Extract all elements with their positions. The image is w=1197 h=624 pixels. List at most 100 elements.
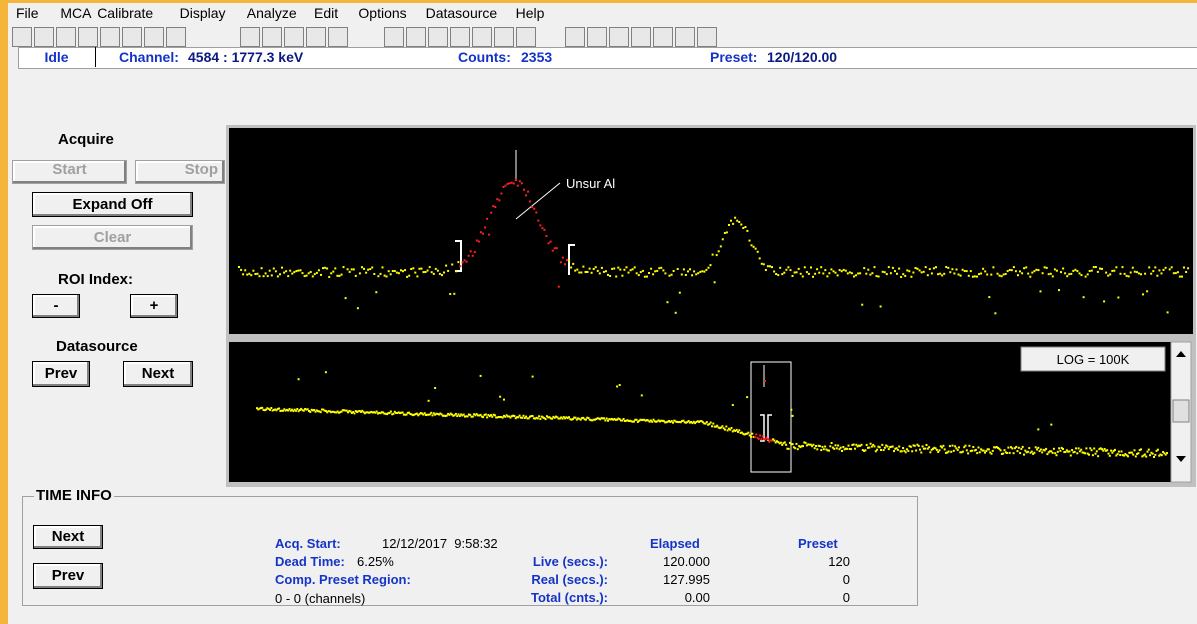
spectrum-dot [592, 418, 595, 421]
roi-next-button[interactable]: + [130, 294, 178, 318]
clear-button[interactable]: Clear [32, 225, 193, 250]
toolbar-button[interactable] [284, 27, 304, 47]
spectrum-dot [1098, 448, 1101, 451]
toolbar-button[interactable] [328, 27, 348, 47]
spectrum-dot [801, 275, 804, 278]
spectrum-dot [527, 190, 530, 193]
toolbar-button[interactable] [144, 27, 164, 47]
spectrum-dot [678, 291, 681, 294]
spectrum-dot [466, 415, 469, 418]
spectrum-dot [942, 444, 945, 447]
spectrum-dot [934, 447, 937, 450]
toolbar-button[interactable] [122, 27, 142, 47]
spectrum-dot [1162, 268, 1165, 271]
spectrum-dot [514, 417, 517, 420]
spectrum-dot [274, 270, 277, 273]
toolbar-button[interactable] [428, 27, 448, 47]
spectrum-dot [1000, 453, 1003, 455]
menu-item[interactable]: Datasource [425, 5, 498, 21]
menu-item[interactable]: Analyze [246, 5, 297, 21]
toolbar-button[interactable] [262, 27, 282, 47]
toolbar-button[interactable] [240, 27, 260, 47]
ds-prev-button[interactable]: Prev [32, 361, 90, 387]
toolbar-button[interactable] [100, 27, 120, 47]
spectrum-dot [917, 444, 920, 447]
scroll-thumb[interactable] [1172, 399, 1190, 423]
spectrum-dot [822, 272, 825, 275]
toolbar-button[interactable] [406, 27, 426, 47]
spectrum-dot [473, 251, 476, 254]
toolbar-button[interactable] [697, 27, 717, 47]
spectrum-dot [605, 417, 608, 420]
expand-button[interactable]: Expand Off [32, 192, 193, 217]
start-button[interactable]: Start [12, 160, 127, 184]
region-value: 0 - 0 (channels) [275, 591, 366, 606]
spectrum-dot [691, 422, 694, 425]
toolbar-button[interactable] [494, 27, 514, 47]
spectrum-dot [1082, 296, 1085, 299]
toolbar-button[interactable] [56, 27, 76, 47]
spectrum-dot [568, 259, 571, 262]
spectrum-dot [311, 409, 314, 412]
toolbar-button[interactable] [384, 27, 404, 47]
toolbar-button[interactable] [34, 27, 54, 47]
ds-next-button[interactable]: Next [123, 361, 193, 387]
toolbar-button[interactable] [565, 27, 585, 47]
spectrum-dot [699, 420, 702, 423]
spectrum-dot [283, 408, 286, 411]
menu-item[interactable]: Options [358, 5, 407, 21]
spectrum-dot [1103, 448, 1106, 450]
spectrum-dot [783, 271, 786, 274]
toolbar-button[interactable] [675, 27, 695, 47]
spectrum-dot [902, 273, 905, 276]
spectrum-dot [1067, 450, 1070, 453]
toolbar-button[interactable] [631, 27, 651, 47]
menu-item[interactable]: Help [515, 5, 545, 21]
menu-item[interactable]: Display [179, 5, 226, 21]
spectrum-dot [348, 409, 351, 412]
stop-button[interactable]: Stop [135, 160, 225, 184]
menu-item[interactable]: File [16, 5, 39, 21]
time-prev-button[interactable]: Prev [33, 563, 103, 589]
toolbar-button[interactable] [587, 27, 607, 47]
spectrum-dot [1071, 449, 1074, 451]
toolbar-button[interactable] [450, 27, 470, 47]
spectrum-dot [937, 273, 939, 276]
spectrum-dot [982, 449, 985, 452]
spectrum-dot [400, 411, 403, 414]
toolbar-button[interactable] [516, 27, 536, 47]
toolbar-button[interactable] [166, 27, 186, 47]
spectrum-dot [432, 272, 435, 275]
spectrum-dot [746, 229, 749, 232]
spectrum-dot [562, 416, 565, 419]
spectrum-dot [627, 271, 630, 274]
spectrum-dot [1107, 452, 1110, 455]
toolbar-button[interactable] [78, 27, 98, 47]
toolbar-button[interactable] [653, 27, 673, 47]
spectrum-dot [676, 268, 679, 270]
spectrum-dot [812, 275, 814, 278]
spectrum-dot [919, 448, 921, 451]
time-next-button[interactable]: Next [33, 525, 103, 549]
toolbar-button[interactable] [306, 27, 326, 47]
spectrum-dot [980, 448, 983, 451]
spectrum-dot [469, 250, 472, 253]
toolbar-button[interactable] [472, 27, 492, 47]
roi-prev-button[interactable]: - [32, 294, 80, 318]
spectrum-dot [1086, 273, 1089, 276]
spectrum-dot [599, 418, 602, 421]
menu-item[interactable]: Calibrate [97, 5, 154, 21]
spectrum-dot [960, 451, 963, 454]
spectrum-dot [665, 421, 668, 424]
spectrum-dot [740, 223, 743, 226]
spectrum-dot [366, 411, 369, 414]
toolbar-button[interactable] [609, 27, 629, 47]
spectrum-dot [361, 409, 364, 412]
toolbar-button[interactable] [12, 27, 32, 47]
spectrum-dot [578, 417, 581, 420]
menu-item[interactable]: Edit [314, 5, 339, 21]
spectrum-dot [718, 427, 721, 430]
menu-item[interactable]: MCA [60, 5, 92, 21]
spectrum-dot [463, 259, 466, 262]
spectrum-dot [458, 415, 461, 417]
